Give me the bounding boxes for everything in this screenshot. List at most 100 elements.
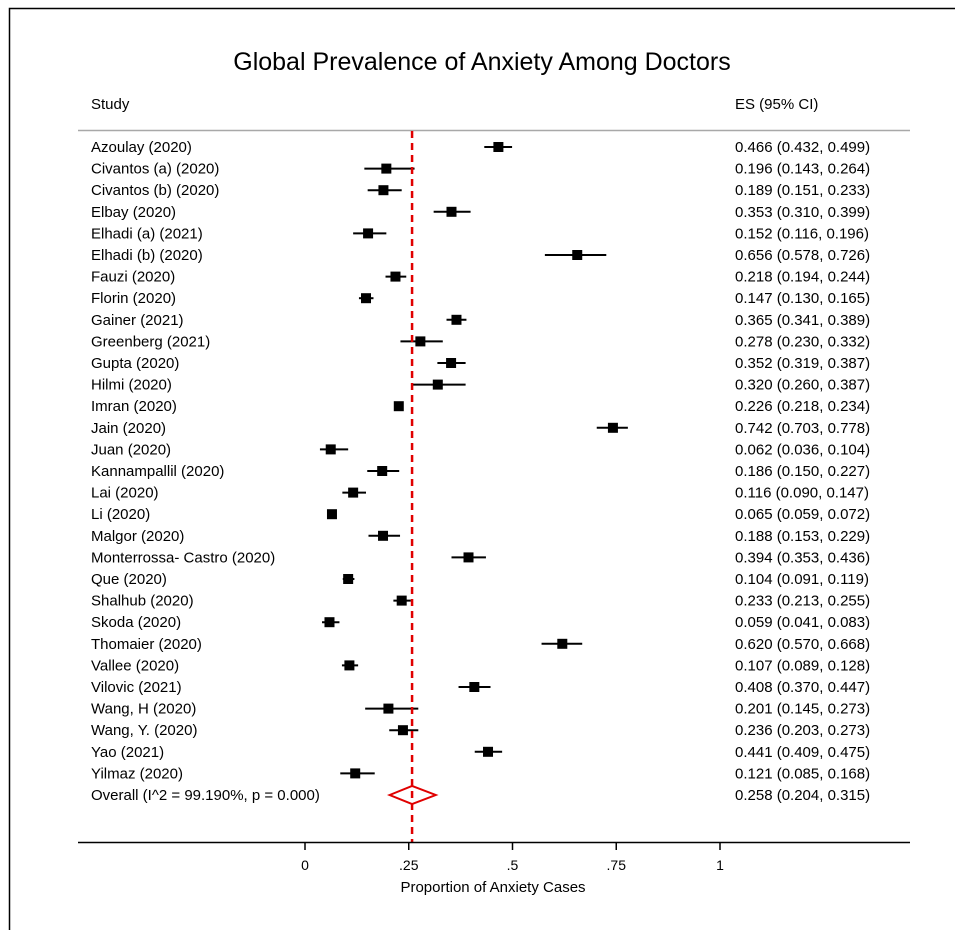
- point-estimate-marker: [324, 617, 334, 627]
- point-estimate-marker: [394, 401, 404, 411]
- study-name: Kannampallil (2020): [91, 463, 224, 480]
- study-name: Que (2020): [91, 571, 167, 588]
- point-estimate-marker: [378, 185, 388, 195]
- study-row: Vallee (2020) 0.107 (0.089, 0.128): [91, 657, 870, 674]
- study-name: Li (2020): [91, 506, 150, 523]
- es-value: 0.152 (0.116, 0.196): [735, 225, 869, 242]
- study-rows: Azoulay (2020) 0.466 (0.432, 0.499) Civant…: [91, 131, 870, 842]
- point-estimate-marker: [415, 336, 425, 346]
- study-row: Skoda (2020) 0.059 (0.041, 0.083): [91, 614, 870, 631]
- study-name: Lai (2020): [91, 485, 159, 502]
- es-value: 0.233 (0.213, 0.255): [735, 593, 870, 610]
- es-value: 0.188 (0.153, 0.229): [735, 528, 870, 545]
- point-estimate-marker: [483, 747, 493, 757]
- x-axis: 0 .25 .5 .75 1: [301, 842, 724, 873]
- point-estimate-marker: [608, 423, 618, 433]
- es-value: 0.059 (0.041, 0.083): [735, 614, 870, 631]
- point-estimate-marker: [344, 660, 354, 670]
- study-name: Civantos (a) (2020): [91, 161, 219, 178]
- es-value: 0.121 (0.085, 0.168): [735, 765, 870, 782]
- study-name: Jain (2020): [91, 420, 166, 437]
- study-row: Juan (2020) 0.062 (0.036, 0.104): [91, 441, 870, 458]
- point-estimate-marker: [397, 596, 407, 606]
- point-estimate-marker: [383, 704, 393, 714]
- study-row: Civantos (b) (2020) 0.189 (0.151, 0.233): [91, 182, 870, 199]
- es-value: 0.201 (0.145, 0.273): [735, 701, 870, 718]
- es-value: 0.147 (0.130, 0.165): [735, 290, 870, 307]
- study-name: Elhadi (b) (2020): [91, 247, 203, 264]
- es-column-header: ES (95% CI): [735, 96, 818, 113]
- study-row: Vilovic (2021) 0.408 (0.370, 0.447): [91, 679, 870, 696]
- es-value: 0.620 (0.570, 0.668): [735, 636, 870, 653]
- point-estimate-marker: [343, 574, 353, 584]
- study-column-header: Study: [91, 96, 130, 113]
- study-row: Imran (2020) 0.226 (0.218, 0.234): [91, 398, 870, 415]
- es-value: 0.196 (0.143, 0.264): [735, 161, 870, 178]
- es-value: 0.656 (0.578, 0.726): [735, 247, 870, 264]
- study-row: Florin (2020) 0.147 (0.130, 0.165): [91, 290, 870, 307]
- study-row: Wang, Y. (2020) 0.236 (0.203, 0.273): [91, 722, 870, 739]
- overall-es-value: 0.258 (0.204, 0.315): [735, 787, 870, 804]
- study-row: Fauzi (2020) 0.218 (0.194, 0.244): [91, 269, 870, 286]
- point-estimate-marker: [350, 768, 360, 778]
- x-tick-label: .25: [399, 857, 419, 873]
- point-estimate-marker: [348, 488, 358, 498]
- point-estimate-marker: [378, 531, 388, 541]
- study-name: Wang, Y. (2020): [91, 722, 197, 739]
- es-value: 0.365 (0.341, 0.389): [735, 312, 870, 329]
- point-estimate-marker: [446, 358, 456, 368]
- point-estimate-marker: [377, 466, 387, 476]
- point-estimate-marker: [327, 509, 337, 519]
- chart-title: Global Prevalence of Anxiety Among Docto…: [233, 48, 731, 76]
- es-value: 0.065 (0.059, 0.072): [735, 506, 870, 523]
- es-value: 0.189 (0.151, 0.233): [735, 182, 870, 199]
- overall-label: Overall (I^2 = 99.190%, p = 0.000): [91, 787, 320, 804]
- point-estimate-marker: [464, 552, 474, 562]
- point-estimate-marker: [572, 250, 582, 260]
- point-estimate-marker: [557, 639, 567, 649]
- point-estimate-marker: [493, 142, 503, 152]
- overall-row: Overall (I^2 = 99.190%, p = 0.000) 0.258 …: [91, 786, 870, 804]
- es-value: 0.116 (0.090, 0.147): [735, 485, 869, 502]
- study-row: Shalhub (2020) 0.233 (0.213, 0.255): [91, 593, 870, 610]
- study-row: Malgor (2020) 0.188 (0.153, 0.229): [91, 528, 870, 545]
- point-estimate-marker: [451, 315, 461, 325]
- study-name: Juan (2020): [91, 441, 171, 458]
- es-value: 0.218 (0.194, 0.244): [735, 269, 870, 286]
- study-row: Li (2020) 0.065 (0.059, 0.072): [91, 506, 870, 523]
- study-row: Lai (2020) 0.116 (0.090, 0.147): [91, 485, 869, 502]
- es-value: 0.278 (0.230, 0.332): [735, 333, 870, 350]
- study-name: Imran (2020): [91, 398, 177, 415]
- study-name: Yilmaz (2020): [91, 765, 183, 782]
- study-row: Elhadi (b) (2020) 0.656 (0.578, 0.726): [91, 247, 870, 264]
- point-estimate-marker: [398, 725, 408, 735]
- es-value: 0.441 (0.409, 0.475): [735, 744, 870, 761]
- es-value: 0.352 (0.319, 0.387): [735, 355, 870, 372]
- es-value: 0.104 (0.091, 0.119): [735, 571, 869, 588]
- study-row: Yilmaz (2020) 0.121 (0.085, 0.168): [91, 765, 870, 782]
- study-name: Skoda (2020): [91, 614, 181, 631]
- study-row: Greenberg (2021) 0.278 (0.230, 0.332): [91, 333, 870, 350]
- study-name: Wang, H (2020): [91, 701, 196, 718]
- study-name: Gupta (2020): [91, 355, 179, 372]
- study-row: Elhadi (a) (2021) 0.152 (0.116, 0.196): [91, 225, 869, 242]
- point-estimate-marker: [363, 228, 373, 238]
- es-value: 0.353 (0.310, 0.399): [735, 204, 870, 221]
- es-value: 0.186 (0.150, 0.227): [735, 463, 870, 480]
- study-row: Kannampallil (2020) 0.186 (0.150, 0.227): [91, 463, 870, 480]
- study-row: Jain (2020) 0.742 (0.703, 0.778): [91, 420, 870, 437]
- study-row: Thomaier (2020) 0.620 (0.570, 0.668): [91, 636, 870, 653]
- study-name: Vallee (2020): [91, 657, 179, 674]
- es-value: 0.236 (0.203, 0.273): [735, 722, 870, 739]
- study-name: Shalhub (2020): [91, 593, 194, 610]
- study-row: Civantos (a) (2020) 0.196 (0.143, 0.264): [91, 161, 870, 178]
- es-value: 0.408 (0.370, 0.447): [735, 679, 870, 696]
- es-value: 0.226 (0.218, 0.234): [735, 398, 870, 415]
- es-value: 0.466 (0.432, 0.499): [735, 139, 870, 156]
- study-row: Que (2020) 0.104 (0.091, 0.119): [91, 571, 869, 588]
- study-name: Elbay (2020): [91, 204, 176, 221]
- study-name: Civantos (b) (2020): [91, 182, 219, 199]
- study-name: Vilovic (2021): [91, 679, 182, 696]
- study-name: Elhadi (a) (2021): [91, 225, 203, 242]
